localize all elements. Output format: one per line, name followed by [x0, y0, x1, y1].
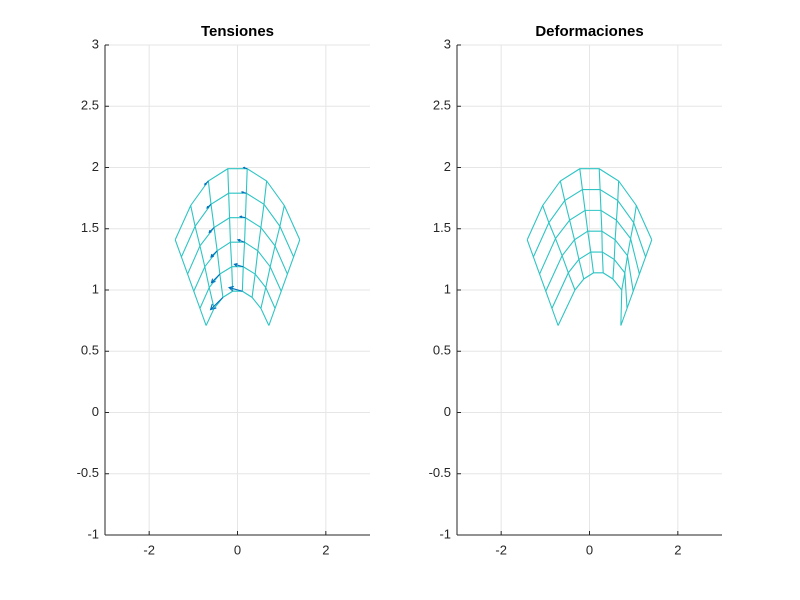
y-tick-label: -0.5: [77, 465, 99, 480]
mesh-line: [559, 180, 585, 280]
y-tick-label: 0.5: [81, 343, 99, 358]
y-tick-label: 1: [444, 281, 451, 296]
mesh-line: [227, 168, 234, 292]
x-tick-label: -2: [495, 542, 507, 557]
mesh-line: [551, 251, 628, 309]
y-tick-label: -0.5: [429, 465, 451, 480]
mesh-line: [598, 168, 604, 273]
x-tick-label: 0: [234, 542, 241, 557]
mesh-line: [268, 239, 301, 326]
mesh-line: [241, 168, 248, 292]
mesh-line: [542, 205, 576, 291]
y-tick-label: 2.5: [433, 98, 451, 113]
chart-title: Tensiones: [201, 23, 274, 40]
y-tick-label: 2: [92, 159, 99, 174]
mesh-line: [205, 290, 270, 326]
y-tick-label: 3: [92, 36, 99, 51]
arrow: [239, 215, 246, 219]
mesh-line: [199, 266, 276, 309]
arrow: [210, 250, 218, 258]
chart-title: Deformaciones: [535, 23, 643, 40]
mesh-line: [260, 205, 285, 309]
mesh-line: [532, 189, 647, 258]
y-tick-label: 2.5: [81, 98, 99, 113]
axes: Tensiones -1 -0.5 0 0.5 1 1.5 2 2.5 3 -2 0 2: [77, 23, 370, 557]
x-tick-label: 0: [586, 542, 593, 557]
y-tick-label: 0.5: [433, 343, 451, 358]
mesh-line: [526, 168, 653, 241]
mesh-line: [539, 209, 640, 275]
arrow: [240, 191, 247, 194]
y-tick-label: -1: [439, 526, 451, 541]
x-tick-label: -2: [143, 542, 155, 557]
mesh-line: [612, 180, 620, 280]
arrow: [210, 273, 221, 284]
x-tick-label: 2: [322, 542, 329, 557]
mesh-line: [526, 239, 559, 326]
mesh-line: [579, 168, 595, 273]
mesh-line: [251, 180, 268, 298]
y-tick-label: 3: [444, 36, 451, 51]
mesh-line: [621, 205, 637, 291]
arrow: [206, 203, 212, 209]
axes: Deformaciones -1 -0.5 0 0.5 1 1.5 2 2.5 3 -2 0 2: [429, 23, 722, 557]
x-tick-label: 2: [674, 542, 681, 557]
y-tick-label: 1.5: [433, 220, 451, 235]
mesh-line: [207, 180, 224, 298]
mesh-line: [620, 239, 653, 326]
y-tick-label: 2: [444, 159, 451, 174]
arrow: [236, 238, 245, 243]
arrow: [228, 285, 243, 292]
mesh-line: [174, 239, 207, 326]
arrow: [208, 227, 215, 234]
y-tick-label: 0: [444, 404, 451, 419]
mesh-line: [180, 192, 295, 258]
arrow: [242, 166, 248, 170]
mesh-line: [545, 230, 634, 292]
arrow: [233, 263, 244, 268]
y-tick-label: -1: [87, 526, 99, 541]
y-tick-label: 0: [92, 404, 99, 419]
mesh-line: [190, 205, 215, 309]
mesh-line: [557, 272, 623, 326]
arrow: [204, 180, 209, 186]
arrow: [209, 296, 224, 311]
mesh-line: [193, 241, 282, 292]
mesh-line: [187, 217, 288, 275]
mesh-line: [174, 168, 301, 241]
y-tick-label: 1: [92, 281, 99, 296]
y-tick-label: 1.5: [81, 220, 99, 235]
